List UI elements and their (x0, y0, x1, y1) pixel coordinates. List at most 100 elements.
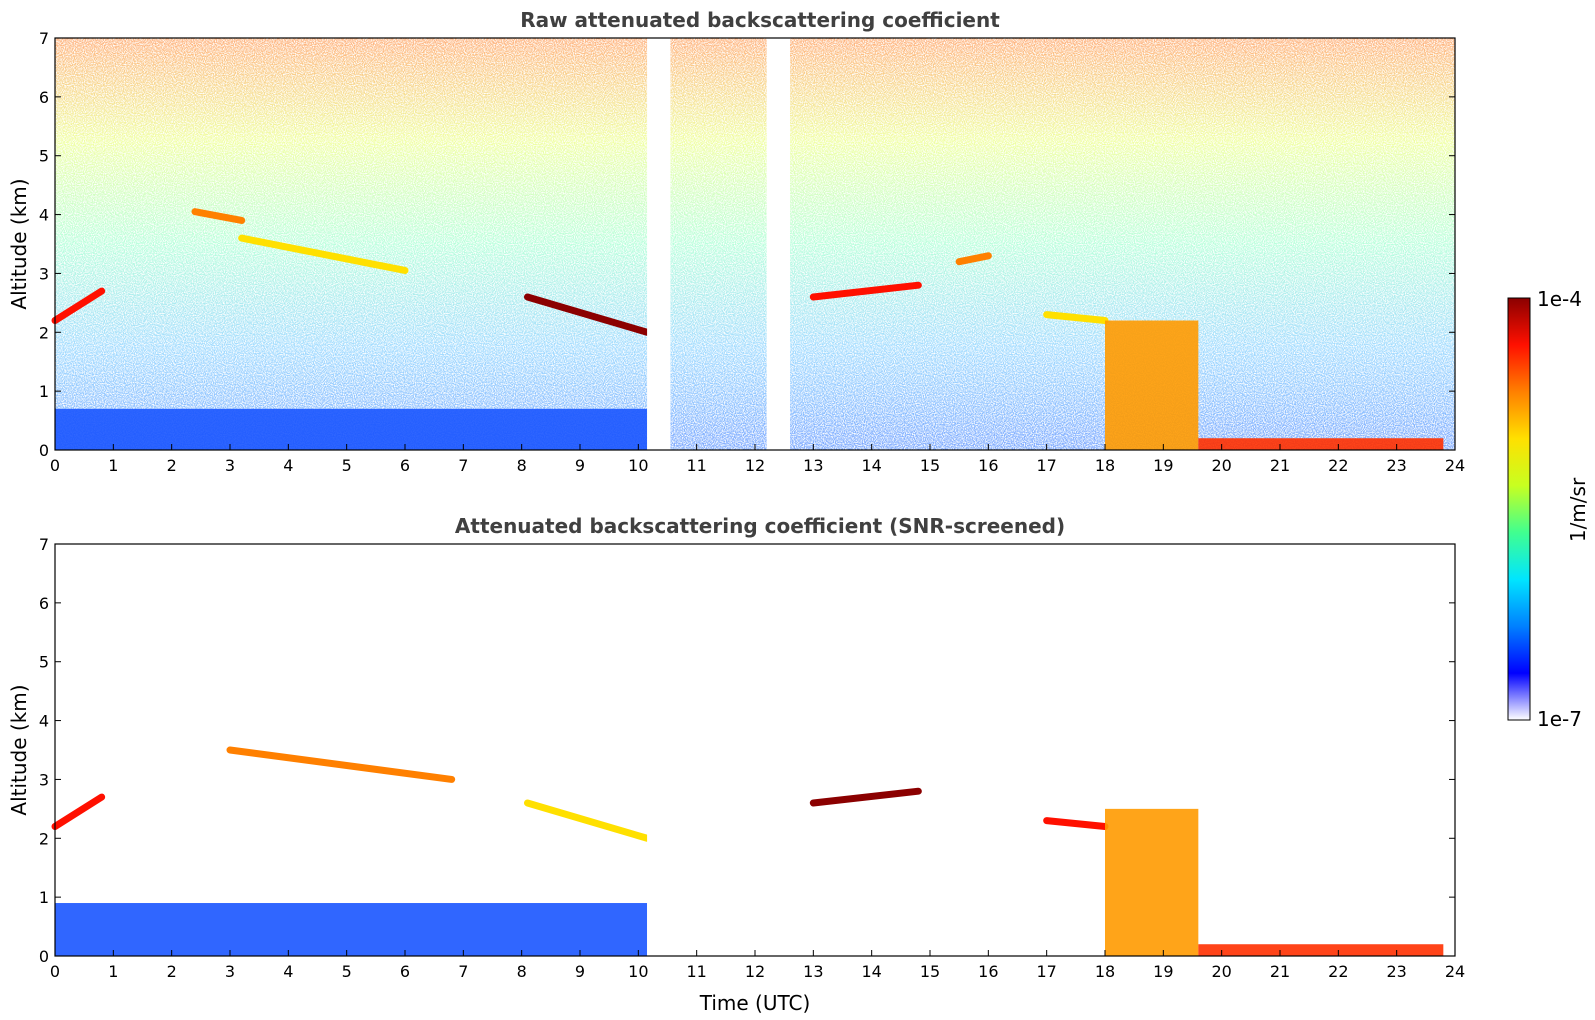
surface-layer (1198, 944, 1444, 956)
cloud-layer (809, 787, 922, 807)
x-tick-label: 20 (1211, 962, 1231, 981)
x-tick-label: 24 (1445, 962, 1465, 981)
y-tick-label: 6 (39, 88, 49, 107)
x-tick-label: 24 (1445, 456, 1465, 475)
x-tick-label: 4 (283, 962, 293, 981)
x-tick-label: 11 (686, 962, 706, 981)
raw-backscatter-panel: Raw attenuated backscattering coefficien… (7, 8, 1465, 475)
data-gap (647, 38, 671, 450)
screened-backscatter-panel: Attenuated backscattering coefficient (S… (7, 514, 1465, 1015)
x-tick-label: 7 (458, 456, 468, 475)
x-tick-label: 22 (1328, 456, 1348, 475)
screened-plot-frame (54, 543, 1456, 957)
screened-heatmap-plot (51, 544, 1444, 956)
x-tick-label: 15 (920, 456, 940, 475)
y-tick-label: 2 (39, 323, 49, 342)
screened-y-ticks: 0 1 2 3 4 5 6 7 (39, 535, 1455, 966)
y-tick-label: 5 (39, 653, 49, 672)
x-axis-label: Time (UTC) (699, 991, 811, 1015)
colorbar-max-label: 1e-4 (1537, 287, 1582, 311)
cloud-layer (955, 252, 992, 266)
x-tick-label: 20 (1211, 456, 1231, 475)
x-tick-label: 3 (225, 456, 235, 475)
x-tick-label: 19 (1153, 456, 1173, 475)
x-tick-label: 1 (108, 962, 118, 981)
cloud-layer (191, 208, 246, 224)
x-tick-label: 5 (342, 456, 352, 475)
x-tick-label: 14 (861, 456, 881, 475)
raw-panel-title: Raw attenuated backscattering coefficien… (520, 8, 1000, 32)
x-tick-label: 5 (342, 962, 352, 981)
x-tick-label: 11 (686, 456, 706, 475)
y-tick-label: 4 (39, 712, 49, 731)
y-tick-label: 6 (39, 594, 49, 613)
x-tick-label: 17 (1036, 962, 1056, 981)
y-tick-label: 4 (39, 206, 49, 225)
surface-layer (55, 903, 648, 956)
x-tick-label: 12 (745, 456, 765, 475)
x-tick-label: 7 (458, 962, 468, 981)
y-tick-label: 7 (39, 535, 49, 554)
colorbar-units-label: 1/m/sr (1566, 477, 1590, 542)
cloud-layer (809, 281, 922, 301)
x-tick-label: 23 (1386, 962, 1406, 981)
raw-y-ticks: 0 1 2 3 4 5 6 7 (39, 29, 1455, 460)
x-tick-label: 0 (50, 456, 60, 475)
x-tick-label: 23 (1386, 456, 1406, 475)
x-tick-label: 6 (400, 962, 410, 981)
y-tick-label: 3 (39, 770, 49, 789)
x-tick-label: 14 (861, 962, 881, 981)
x-tick-label: 10 (628, 962, 648, 981)
x-tick-label: 4 (283, 456, 293, 475)
cloud-layer (1043, 817, 1109, 831)
x-tick-label: 1 (108, 456, 118, 475)
surface-layer (55, 408, 648, 450)
x-tick-label: 13 (803, 962, 823, 981)
x-tick-label: 3 (225, 962, 235, 981)
cloud-layer (1043, 311, 1109, 325)
surface-layer (1198, 438, 1444, 450)
x-tick-label: 10 (628, 456, 648, 475)
x-tick-label: 8 (517, 962, 527, 981)
x-tick-label: 2 (167, 456, 177, 475)
x-tick-label: 18 (1095, 456, 1115, 475)
y-tick-label: 1 (39, 382, 49, 401)
data-gap (647, 544, 671, 956)
precipitation-region (1105, 808, 1199, 956)
y-tick-label: 2 (39, 829, 49, 848)
precipitation-region (1105, 320, 1199, 450)
cloud-layer (238, 234, 409, 274)
x-tick-label: 15 (920, 962, 940, 981)
data-gap (766, 38, 790, 450)
x-tick-label: 21 (1270, 456, 1290, 475)
raw-y-axis-label: Altitude (km) (7, 178, 31, 309)
x-tick-label: 22 (1328, 962, 1348, 981)
x-tick-label: 8 (517, 456, 527, 475)
y-tick-label: 0 (39, 947, 49, 966)
y-tick-label: 1 (39, 888, 49, 907)
colorbar-min-label: 1e-7 (1537, 707, 1582, 731)
x-tick-label: 16 (978, 456, 998, 475)
cloud-layer (226, 746, 456, 783)
screened-panel-title: Attenuated backscattering coefficient (S… (455, 514, 1065, 538)
x-tick-label: 0 (50, 962, 60, 981)
x-tick-label: 16 (978, 962, 998, 981)
y-tick-label: 7 (39, 29, 49, 48)
cloud-layer (524, 799, 651, 842)
x-tick-label: 2 (167, 962, 177, 981)
x-tick-label: 9 (575, 962, 585, 981)
screened-x-ticks: 0 1 2 3 4 5 6 7 8 9 10 11 12 13 14 15 16 17 18 19 20 21 22 23 24 (50, 950, 1465, 981)
screened-y-axis-label: Altitude (km) (7, 684, 31, 815)
raw-heatmap-plot (51, 38, 1455, 450)
colorbar: 1e-4 1e-7 1/m/sr (1507, 287, 1590, 731)
y-tick-label: 0 (39, 441, 49, 460)
y-tick-label: 5 (39, 147, 49, 166)
raw-x-ticks: 0 1 2 3 4 5 6 7 8 9 10 11 12 13 14 15 16 17 18 19 20 21 22 23 24 (50, 444, 1465, 475)
x-tick-label: 21 (1270, 962, 1290, 981)
x-tick-label: 19 (1153, 962, 1173, 981)
x-tick-label: 18 (1095, 962, 1115, 981)
cloud-layer (51, 793, 106, 831)
x-tick-label: 6 (400, 456, 410, 475)
y-tick-label: 3 (39, 264, 49, 283)
